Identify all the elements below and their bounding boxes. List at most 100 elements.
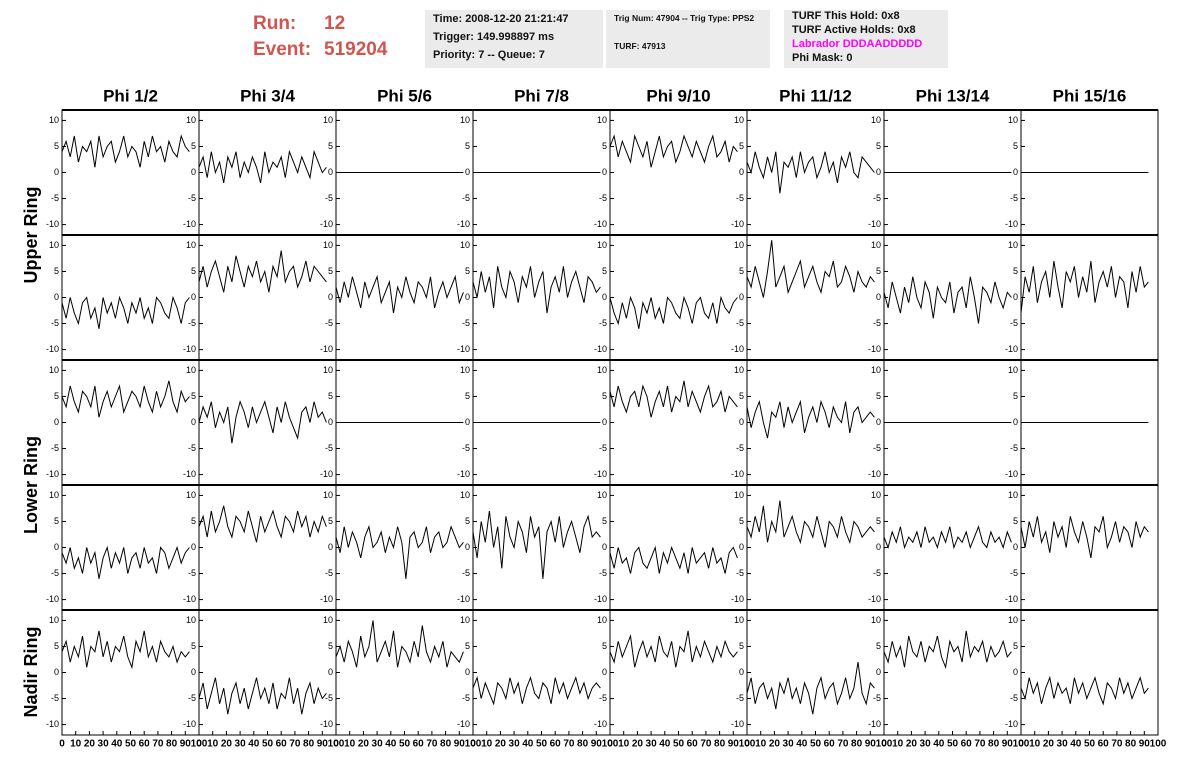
x-tick-label: 50 — [125, 739, 137, 750]
y-tick-label: 0 — [1013, 542, 1018, 552]
panel-frame — [472, 609, 611, 736]
x-tick-label: 0 — [744, 739, 750, 750]
y-tick-label: -10 — [320, 219, 333, 229]
y-tick-label: 5 — [465, 391, 470, 401]
turf-line: Phi Mask: 0 — [792, 52, 853, 64]
y-tick-label: 5 — [876, 266, 881, 276]
x-tick-label: 90 — [454, 739, 466, 750]
x-tick-label: 40 — [659, 739, 671, 750]
y-tick-label: -10 — [1005, 594, 1018, 604]
x-tick-label: 0 — [470, 739, 476, 750]
trace — [609, 545, 738, 574]
y-tick-label: -10 — [731, 219, 744, 229]
y-tick-label: -10 — [183, 719, 196, 729]
y-tick-label: 0 — [602, 167, 607, 177]
y-tick-label: 10 — [460, 490, 470, 500]
y-tick-label: 5 — [1013, 641, 1018, 651]
y-tick-label: -5 — [51, 443, 59, 453]
panel-frame — [335, 234, 474, 361]
y-tick-label: 0 — [54, 292, 59, 302]
trace — [746, 240, 875, 298]
y-tick-label: 5 — [739, 266, 744, 276]
y-tick-label: 0 — [602, 667, 607, 677]
x-tick-label: 20 — [358, 739, 370, 750]
y-tick-label: 0 — [739, 292, 744, 302]
y-tick-label: -10 — [1005, 219, 1018, 229]
x-tick-label: 100 — [876, 739, 893, 750]
trig-line: Trig Num: 47904 -- Trig Type: PPS2 — [614, 13, 755, 23]
trace — [61, 295, 190, 329]
y-tick-label: 10 — [1008, 490, 1018, 500]
y-tick-label: 5 — [54, 391, 59, 401]
trace — [198, 505, 327, 543]
x-tick-label: 60 — [550, 739, 562, 750]
x-tick-label: 90 — [1139, 739, 1151, 750]
x-tick-label: 10 — [755, 739, 767, 750]
y-tick-label: -10 — [183, 594, 196, 604]
y-tick-label: 0 — [191, 292, 196, 302]
x-tick-label: 100 — [465, 739, 482, 750]
y-tick-label: 10 — [597, 365, 607, 375]
y-tick-label: -5 — [1010, 193, 1018, 203]
x-tick-label: 90 — [865, 739, 877, 750]
column-title: Phi 9/10 — [646, 86, 710, 105]
y-tick-label: 10 — [323, 240, 333, 250]
y-tick-label: -5 — [188, 568, 196, 578]
x-tick-label: 0 — [607, 739, 613, 750]
x-tick-label: 50 — [810, 739, 822, 750]
y-tick-label: 5 — [191, 266, 196, 276]
y-tick-label: -10 — [868, 344, 881, 354]
x-tick-label: 20 — [906, 739, 918, 750]
panel-frame — [1020, 609, 1159, 736]
y-tick-label: 10 — [49, 240, 59, 250]
y-tick-label: -5 — [462, 193, 470, 203]
y-tick-label: 5 — [191, 516, 196, 526]
x-tick-label: 50 — [947, 739, 959, 750]
y-tick-label: 5 — [191, 391, 196, 401]
y-tick-label: -5 — [599, 693, 607, 703]
x-tick-label: 80 — [851, 739, 863, 750]
x-tick-label: 80 — [440, 739, 452, 750]
x-tick-label: 80 — [303, 739, 315, 750]
panel-frame — [883, 609, 1022, 736]
y-tick-label: 5 — [602, 516, 607, 526]
y-tick-label: -5 — [736, 318, 744, 328]
x-tick-label: 20 — [84, 739, 96, 750]
x-tick-label: 100 — [602, 739, 619, 750]
y-tick-label: 10 — [323, 490, 333, 500]
x-tick-label: 90 — [591, 739, 603, 750]
y-tick-label: 0 — [328, 292, 333, 302]
y-tick-label: 10 — [186, 240, 196, 250]
y-tick-label: 10 — [734, 115, 744, 125]
y-tick-label: 10 — [597, 490, 607, 500]
x-tick-label: 10 — [892, 739, 904, 750]
y-tick-label: 0 — [876, 542, 881, 552]
turf-line: TURF Active Holds: 0x8 — [792, 24, 916, 36]
y-tick-label: -10 — [46, 469, 59, 479]
y-tick-label: 10 — [460, 115, 470, 125]
y-tick-label: -10 — [594, 344, 607, 354]
y-tick-label: -5 — [51, 318, 59, 328]
y-tick-label: 5 — [465, 266, 470, 276]
y-tick-label: -5 — [599, 443, 607, 453]
trace — [746, 662, 875, 715]
turf-line: TURF This Hold: 0x8 — [792, 10, 900, 22]
y-tick-label: 0 — [328, 542, 333, 552]
y-tick-label: 10 — [871, 615, 881, 625]
y-tick-label: 10 — [871, 115, 881, 125]
panel-frame — [335, 609, 474, 736]
x-tick-label: 0 — [196, 739, 202, 750]
y-tick-label: 0 — [739, 167, 744, 177]
x-tick-label: 10 — [207, 739, 219, 750]
y-tick-label: -5 — [462, 443, 470, 453]
y-tick-label: 0 — [191, 667, 196, 677]
x-tick-label: 60 — [276, 739, 288, 750]
trace — [472, 675, 601, 706]
y-tick-label: -10 — [46, 594, 59, 604]
panel-frame — [609, 359, 748, 486]
y-tick-label: 0 — [602, 292, 607, 302]
y-tick-label: 10 — [734, 490, 744, 500]
panel-frame — [198, 234, 337, 361]
y-tick-label: -5 — [188, 193, 196, 203]
y-tick-label: 10 — [1008, 240, 1018, 250]
